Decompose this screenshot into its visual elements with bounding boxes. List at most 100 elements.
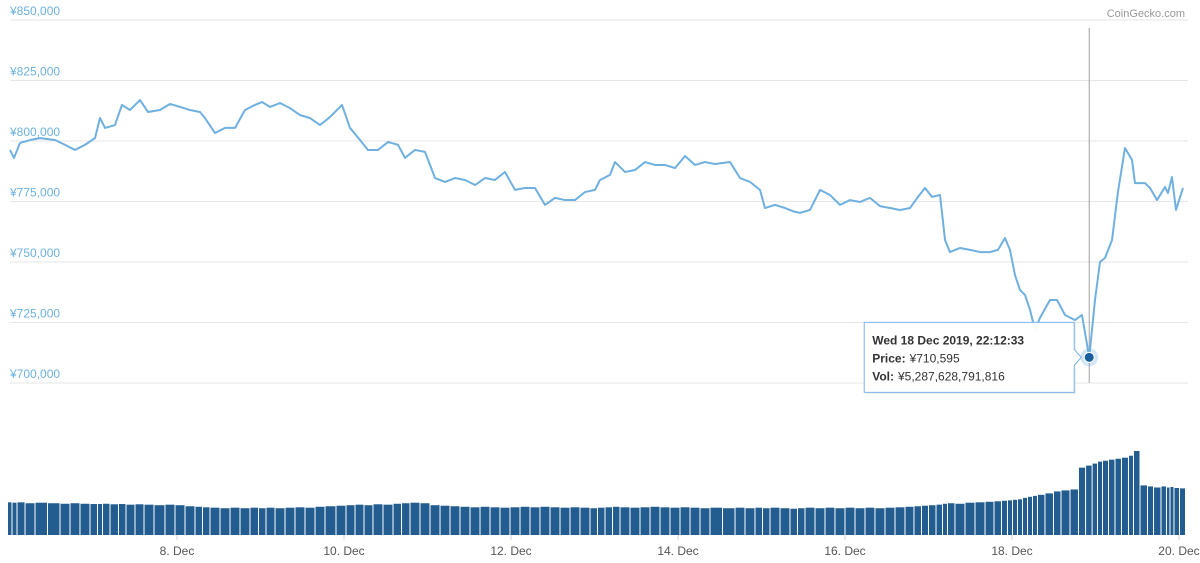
volume-bar <box>230 507 240 535</box>
x-tick-label: 16. Dec <box>824 544 865 558</box>
volume-bar <box>660 507 670 535</box>
x-tick-label: 10. Dec <box>323 544 364 558</box>
volume-bar <box>875 508 885 535</box>
volume-bar <box>1121 457 1128 535</box>
volume-bar <box>118 504 126 535</box>
volume-bar <box>1023 497 1028 535</box>
volume-bar <box>1128 455 1133 535</box>
tooltip-price-value: ¥710,595 <box>909 351 960 365</box>
volume-bar <box>240 508 250 535</box>
y-tick-label: ¥825,000 <box>9 65 60 79</box>
volume-bar <box>895 507 905 535</box>
volume-bar <box>305 507 315 535</box>
tooltip-vol-label: Vol: <box>872 369 894 383</box>
volume-bar <box>620 507 630 535</box>
volume-bar <box>613 506 620 535</box>
volume-bar <box>8 502 12 535</box>
volume-bar <box>1161 486 1166 535</box>
volume-bar <box>355 504 364 535</box>
volume-bar <box>680 507 690 535</box>
volume-bar <box>943 503 947 535</box>
y-tick-label: ¥700,000 <box>9 367 60 381</box>
volume-bar <box>580 507 590 535</box>
volume-bar <box>598 507 605 535</box>
volume-bar <box>825 507 835 535</box>
volume-bar <box>1174 488 1179 535</box>
volume-bar <box>195 506 202 535</box>
volume-bar <box>994 501 1001 535</box>
volume-bar <box>770 507 780 535</box>
tooltip: Wed 18 Dec 2019, 22:12:33 Price: ¥710,595 V… <box>863 321 1082 394</box>
x-tick-label: 12. Dec <box>490 544 531 558</box>
volume-bar <box>723 508 735 535</box>
volume-bar <box>420 503 430 535</box>
volume-bar <box>1028 496 1032 535</box>
volume-bar <box>1140 485 1148 535</box>
volume-bar <box>1097 461 1103 535</box>
volume-bar <box>735 507 745 535</box>
volume-bar <box>762 508 770 535</box>
volume-bar <box>35 502 47 535</box>
y-tick-label: ¥725,000 <box>9 307 60 321</box>
volume-bar <box>905 506 914 535</box>
volume-bar <box>450 506 460 535</box>
x-tick-label: 18. Dec <box>991 544 1032 558</box>
volume-bar <box>570 507 580 535</box>
volume-bar <box>25 503 35 535</box>
volume-bar <box>364 505 373 535</box>
volume-bar <box>928 505 936 535</box>
volume-bar <box>165 504 175 535</box>
volume-bar <box>480 506 490 535</box>
volume-bar <box>90 504 98 535</box>
watermark: CoinGecko.com <box>1107 8 1185 20</box>
volume-bar <box>460 506 470 535</box>
volume-bar <box>1092 463 1097 535</box>
volume-bar <box>1170 486 1174 535</box>
volume-bar <box>266 507 275 535</box>
volume-bar <box>975 502 985 535</box>
volume-bar <box>640 507 650 535</box>
x-tick-label: 14. Dec <box>657 544 698 558</box>
volume-bar <box>690 507 700 535</box>
hover-point <box>1083 351 1095 363</box>
volume-bar <box>60 503 70 535</box>
volume-bar <box>530 507 540 535</box>
volume-bar <box>135 504 144 535</box>
volume-bar <box>440 505 450 535</box>
volume-bar <box>1018 499 1023 535</box>
volume-bar <box>1045 493 1053 535</box>
volume-bar <box>1179 488 1185 535</box>
volume-bar <box>1078 467 1086 535</box>
volume-bar <box>797 508 805 535</box>
x-tick-label: 20. Dec <box>1158 544 1199 558</box>
volume-bar <box>315 506 325 535</box>
volume-bar <box>110 504 118 535</box>
volume-bar <box>258 508 266 535</box>
volume-bar <box>914 506 921 535</box>
tooltip-price-label: Price: <box>872 351 905 365</box>
volume-bar <box>710 507 723 535</box>
y-tick-label: ¥800,000 <box>9 125 60 139</box>
volume-bar <box>550 507 560 535</box>
y-tick-label: ¥750,000 <box>9 246 60 260</box>
volume-bar <box>402 503 410 535</box>
volume-bar <box>325 506 336 535</box>
volume-bar <box>1007 500 1012 535</box>
volume-bar <box>490 507 500 535</box>
volume-bar <box>805 507 815 535</box>
volume-bar <box>650 506 660 535</box>
volume-bar <box>700 508 710 535</box>
volume-bar <box>126 504 135 535</box>
volume-bar <box>1115 458 1121 535</box>
volume-bar <box>1053 491 1061 535</box>
volume-bar <box>285 507 295 535</box>
volume-bar <box>855 508 865 535</box>
volume-bar <box>605 507 613 535</box>
tooltip-box <box>863 321 1082 393</box>
volume-bar <box>1109 459 1115 535</box>
volume-bar <box>80 503 90 535</box>
tooltip-title: Wed 18 Dec 2019, 22:12:33 <box>872 333 1024 347</box>
volume-bar <box>220 508 230 535</box>
volume-bar <box>1133 451 1140 535</box>
